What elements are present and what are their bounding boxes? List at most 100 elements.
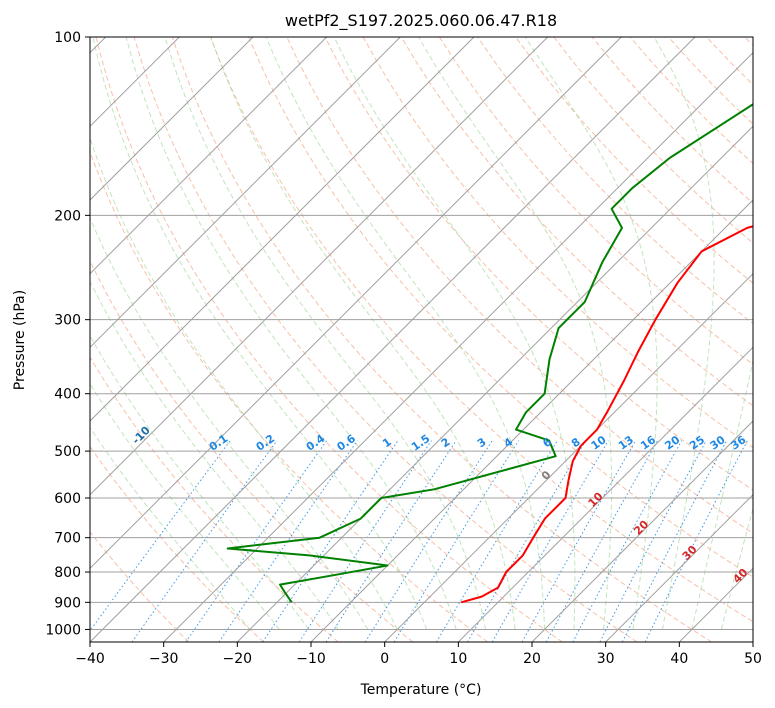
mixing-ratio-label: 3 [475,435,489,450]
dry-adiabat-line [95,37,563,642]
dry-adiabat-label: -10 [130,424,153,447]
mixing-ratio-line [131,440,278,642]
mixing-ratio-label: 36 [728,433,748,453]
dewpoint-profile [226,103,753,603]
isotherm-line [90,37,549,496]
y-tick-label: 500 [54,444,81,460]
isotherm-line [457,346,753,642]
chart-title: wetPf2_S197.2025.060.06.47.R18 [285,11,557,31]
mixing-ratio-line [90,440,231,632]
y-tick-label: 400 [54,387,81,403]
mixing-ratio-line [644,440,748,642]
dry-adiabat-line [90,356,339,642]
mixing-ratio-line [185,440,328,642]
dry-adiabat-line [515,37,753,284]
moist-adiabat-line [333,37,576,630]
moist-adiabat-line [691,358,753,630]
isotherm-grid [90,37,753,642]
moist-adiabat-line [720,506,753,630]
moist-adiabat-line [92,37,428,630]
y-axis-label: Pressure (hPa) [12,290,28,390]
mixing-ratio-line [572,440,683,642]
x-tick-label: −40 [75,651,105,667]
dry-adiabat-line [744,37,753,47]
moist-adiabat-line [653,37,715,630]
moist-adiabat-label: 20 [631,517,651,537]
dry-adiabat-line [90,150,488,642]
dry-adiabat-line [90,445,264,642]
x-tick-label: 20 [523,651,541,667]
y-tick-label: 300 [54,313,81,329]
mixing-ratio-label: 13 [616,433,636,452]
moist-adiabat-line [418,37,613,630]
isotherm-line [384,272,753,642]
mixing-ratio-line [599,440,707,642]
moist-adiabat-line [125,37,457,630]
mixing-ratio-label: 0.1 [207,432,230,454]
isotherm-line [531,420,753,642]
x-axis: −40 −30 −20 −10 0 10 20 30 40 50 [75,642,762,667]
mixing-ratio-line [521,440,637,642]
mixing-ratio-line [545,440,659,642]
background-lines [90,37,753,642]
isotherm-line [90,37,401,349]
moist-adiabat-line [90,334,310,630]
y-axis: 100 200 300 400 500 600 700 800 900 1000 [45,30,90,638]
moist-adiabat-line [524,37,658,630]
moist-adiabat-line [90,280,339,630]
mixing-ratio-line [621,440,728,642]
isotherm-line [310,199,753,642]
moist-adiabat-line [164,37,487,630]
mixing-ratio-label: 20 [662,433,682,453]
dry-adiabat-line [362,37,753,449]
dry-adiabat-line [400,37,753,407]
mixing-ratio-label: 2 [439,435,453,450]
x-tick-label: 30 [597,651,615,667]
dry-adiabat-line [90,531,190,642]
x-tick-label: 40 [670,651,688,667]
y-tick-label: 700 [54,531,81,547]
isotherm-line [90,37,328,275]
x-tick-label: −20 [223,651,253,667]
isotherm-line [90,37,696,642]
moist-adiabat-label: 10 [586,490,606,510]
isotherm-line [90,37,475,422]
dry-adiabat-line [90,259,414,642]
dry-adiabat-line [324,37,753,491]
moist-adiabat-line [265,37,546,630]
moist-adiabat-line [210,37,516,630]
line-labels: 0.10.20.40.611.52346810131620253036-100-… [130,424,751,586]
dry-adiabat-line [171,37,712,642]
mixing-ratio-label: 0.2 [254,432,277,454]
y-tick-label: 900 [54,595,81,611]
isotherm-line [90,37,254,201]
mixing-ratio-line [262,440,399,642]
x-tick-label: 10 [449,651,467,667]
plot-frame [89,36,754,643]
mixing-ratio-line [325,440,457,642]
y-tick-label: 1000 [45,622,81,638]
moist-adiabat-label: 30 [680,543,700,563]
x-tick-label: 0 [380,651,389,667]
y-tick-label: 800 [54,565,81,581]
mixing-ratio-line [491,440,609,642]
mixing-ratio-line [467,440,587,642]
series-layer [226,103,753,604]
x-axis-label: Temperature (°C) [360,682,482,698]
isotherm-line [752,641,753,642]
y-tick-label: 100 [54,30,81,46]
mixing-ratio-line [364,440,493,642]
moist-adiabat-line [90,426,251,630]
mixing-ratio-label: 0.4 [304,432,328,454]
isotherm-line [236,125,753,642]
isotherm-line [605,493,753,642]
dry-adiabat-line [438,37,753,366]
x-tick-label: −10 [296,651,326,667]
x-tick-label: 50 [744,651,762,667]
y-tick-label: 600 [54,491,81,507]
y-tick-label: 200 [54,208,81,224]
mixing-ratio-line [435,440,558,642]
dry-adiabat-line [477,37,753,325]
temperature-profile [460,225,753,604]
